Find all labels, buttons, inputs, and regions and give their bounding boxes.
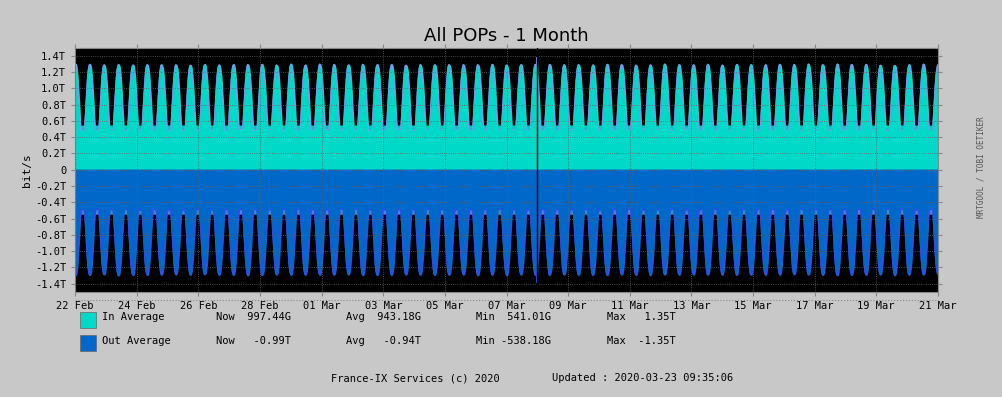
- Text: Max   1.35T: Max 1.35T: [606, 312, 675, 322]
- Text: Min -538.18G: Min -538.18G: [476, 336, 551, 346]
- Text: Out Average: Out Average: [102, 336, 171, 346]
- Text: Min  541.01G: Min 541.01G: [476, 312, 551, 322]
- Text: Avg  943.18G: Avg 943.18G: [346, 312, 421, 322]
- Text: MRTGOOL / TOBI OETIKER: MRTGOOL / TOBI OETIKER: [976, 116, 984, 218]
- Text: France-IX Services (c) 2020: France-IX Services (c) 2020: [331, 373, 499, 383]
- Title: All POPs - 1 Month: All POPs - 1 Month: [424, 27, 588, 45]
- Text: Now  997.44G: Now 997.44G: [215, 312, 291, 322]
- Text: Avg   -0.94T: Avg -0.94T: [346, 336, 421, 346]
- Text: Max  -1.35T: Max -1.35T: [606, 336, 675, 346]
- Text: Updated : 2020-03-23 09:35:06: Updated : 2020-03-23 09:35:06: [551, 373, 732, 383]
- Text: In Average: In Average: [102, 312, 164, 322]
- Text: Now   -0.99T: Now -0.99T: [215, 336, 291, 346]
- Y-axis label: bit/s: bit/s: [22, 153, 32, 187]
